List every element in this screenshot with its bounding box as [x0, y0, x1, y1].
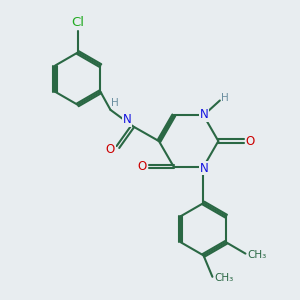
- Text: CH₃: CH₃: [214, 273, 233, 283]
- Text: N: N: [200, 108, 208, 121]
- Text: N: N: [200, 162, 208, 175]
- Text: O: O: [137, 160, 147, 173]
- Text: H: H: [111, 98, 119, 108]
- Text: Cl: Cl: [71, 16, 84, 29]
- Text: H: H: [221, 92, 229, 103]
- Text: O: O: [106, 143, 115, 156]
- Text: CH₃: CH₃: [247, 250, 266, 260]
- Text: O: O: [245, 135, 255, 148]
- Text: N: N: [123, 113, 132, 126]
